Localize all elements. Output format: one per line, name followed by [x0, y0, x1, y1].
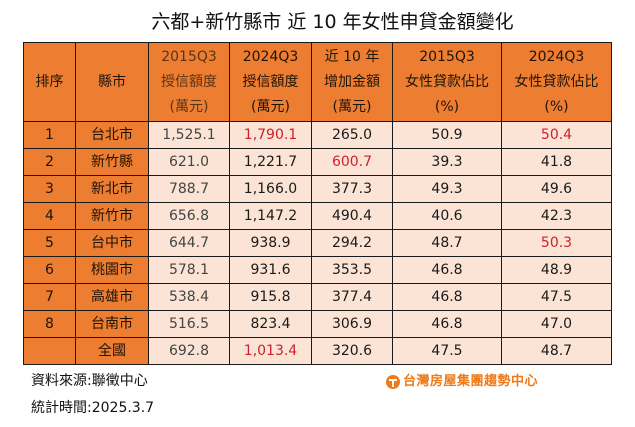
rank-cell: 8	[23, 310, 76, 338]
city-cell: 台南市	[75, 310, 149, 338]
female-share-2015q3-cell: 47.5	[392, 337, 502, 365]
female-share-2024q3-cell: 48.7	[501, 337, 612, 365]
increase-10y-cell: 490.4	[311, 202, 393, 230]
table-row: 1 台北市 1,525.1 1,790.1 265.0 50.9 50.4	[23, 121, 612, 149]
table-title: 六都+新竹縣市 近 10 年女性申貸金額變化	[151, 11, 514, 33]
female-share-2015q3-cell: 46.8	[392, 256, 502, 284]
female-share-2015q3-cell: 46.8	[392, 283, 502, 311]
credit-2024q3-cell: 1,166.0	[229, 175, 312, 203]
rank-cell: 4	[23, 202, 76, 230]
table-row: 6 桃園市 578.1 931.6 353.5 46.8 48.9	[23, 256, 612, 284]
rank-cell: 6	[23, 256, 76, 284]
female-share-2015q3-cell: 40.6	[392, 202, 502, 230]
header-credit-2024q3: 2024Q3 授信額度 (萬元)	[229, 42, 312, 122]
city-cell: 桃園市	[75, 256, 149, 284]
female-share-2024q3-cell: 42.3	[501, 202, 612, 230]
table-row: 8 台南市 516.5 823.4 306.9 46.8 47.0	[23, 310, 612, 338]
credit-2024q3-cell: 1,013.4	[229, 337, 312, 365]
city-cell: 新北市	[75, 175, 149, 203]
female-share-2024q3-cell: 47.5	[501, 283, 612, 311]
female-share-2024q3-cell: 41.8	[501, 148, 612, 176]
header-female-share-2015q3: 2015Q3 女性貸款佔比 (%)	[392, 42, 502, 122]
credit-2015q3-cell: 692.8	[148, 337, 230, 365]
city-cell: 台中市	[75, 229, 149, 257]
header-row: 排序 縣市 2015Q3 授信額度 (萬元) 2024Q3 授信額度 (萬元) …	[23, 42, 612, 122]
increase-10y-cell: 377.3	[311, 175, 393, 203]
credit-2015q3-cell: 621.0	[148, 148, 230, 176]
female-loan-table: 排序 縣市 2015Q3 授信額度 (萬元) 2024Q3 授信額度 (萬元) …	[23, 42, 612, 365]
rank-cell: 2	[23, 148, 76, 176]
table-row: 3 新北市 788.7 1,166.0 377.3 49.3 49.6	[23, 175, 612, 203]
city-cell: 新竹市	[75, 202, 149, 230]
increase-10y-cell: 600.7	[311, 148, 393, 176]
increase-10y-cell: 353.5	[311, 256, 393, 284]
increase-10y-cell: 265.0	[311, 121, 393, 149]
credit-2015q3-cell: 538.4	[148, 283, 230, 311]
female-share-2015q3-cell: 39.3	[392, 148, 502, 176]
credit-2024q3-cell: 938.9	[229, 229, 312, 257]
increase-10y-cell: 320.6	[311, 337, 393, 365]
rank-cell: 1	[23, 121, 76, 149]
city-cell: 新竹縣	[75, 148, 149, 176]
female-share-2015q3-cell: 49.3	[392, 175, 502, 203]
stat-date-note: 統計時間:2025.3.7	[31, 400, 155, 416]
credit-2024q3-cell: 931.6	[229, 256, 312, 284]
header-rank: 排序	[23, 42, 76, 122]
female-share-2015q3-cell: 48.7	[392, 229, 502, 257]
female-share-2024q3-cell: 48.9	[501, 256, 612, 284]
table-row-national-total: 全國 692.8 1,013.4 320.6 47.5 48.7	[23, 337, 612, 365]
credit-2015q3-cell: 1,525.1	[148, 121, 230, 149]
credit-2015q3-cell: 788.7	[148, 175, 230, 203]
credit-2015q3-cell: 516.5	[148, 310, 230, 338]
brand-logo: 台灣房屋集團趨勢中心	[386, 373, 538, 391]
header-female-share-2024q3: 2024Q3 女性貸款佔比 (%)	[501, 42, 612, 122]
credit-2024q3-cell: 1,147.2	[229, 202, 312, 230]
rank-cell: 3	[23, 175, 76, 203]
female-share-2015q3-cell: 46.8	[392, 310, 502, 338]
female-share-2024q3-cell: 50.4	[501, 121, 612, 149]
header-city: 縣市	[75, 42, 149, 122]
header-credit-2015q3: 2015Q3 授信額度 (萬元)	[148, 42, 230, 122]
city-cell: 全國	[75, 337, 149, 365]
female-share-2024q3-cell: 47.0	[501, 310, 612, 338]
taiwan-realty-logo-icon	[386, 375, 400, 389]
credit-2015q3-cell: 578.1	[148, 256, 230, 284]
header-increase-10y: 近 10 年 增加金額 (萬元)	[311, 42, 393, 122]
table-row: 7 高雄市 538.4 915.8 377.4 46.8 47.5	[23, 283, 612, 311]
female-share-2024q3-cell: 49.6	[501, 175, 612, 203]
female-share-2015q3-cell: 50.9	[392, 121, 502, 149]
credit-2024q3-cell: 823.4	[229, 310, 312, 338]
table-row: 4 新竹市 656.8 1,147.2 490.4 40.6 42.3	[23, 202, 612, 230]
data-source-note: 資料來源:聯徵中心	[31, 373, 148, 389]
female-share-2024q3-cell: 50.3	[501, 229, 612, 257]
city-cell: 台北市	[75, 121, 149, 149]
table-row: 5 台中市 644.7 938.9 294.2 48.7 50.3	[23, 229, 612, 257]
table-row: 2 新竹縣 621.0 1,221.7 600.7 39.3 41.8	[23, 148, 612, 176]
credit-2015q3-cell: 656.8	[148, 202, 230, 230]
rank-cell: 7	[23, 283, 76, 311]
credit-2024q3-cell: 1,221.7	[229, 148, 312, 176]
rank-cell	[23, 337, 76, 365]
credit-2024q3-cell: 1,790.1	[229, 121, 312, 149]
increase-10y-cell: 294.2	[311, 229, 393, 257]
rank-cell: 5	[23, 229, 76, 257]
credit-2024q3-cell: 915.8	[229, 283, 312, 311]
credit-2015q3-cell: 644.7	[148, 229, 230, 257]
brand-name: 台灣房屋集團趨勢中心	[403, 374, 539, 389]
increase-10y-cell: 306.9	[311, 310, 393, 338]
city-cell: 高雄市	[75, 283, 149, 311]
increase-10y-cell: 377.4	[311, 283, 393, 311]
